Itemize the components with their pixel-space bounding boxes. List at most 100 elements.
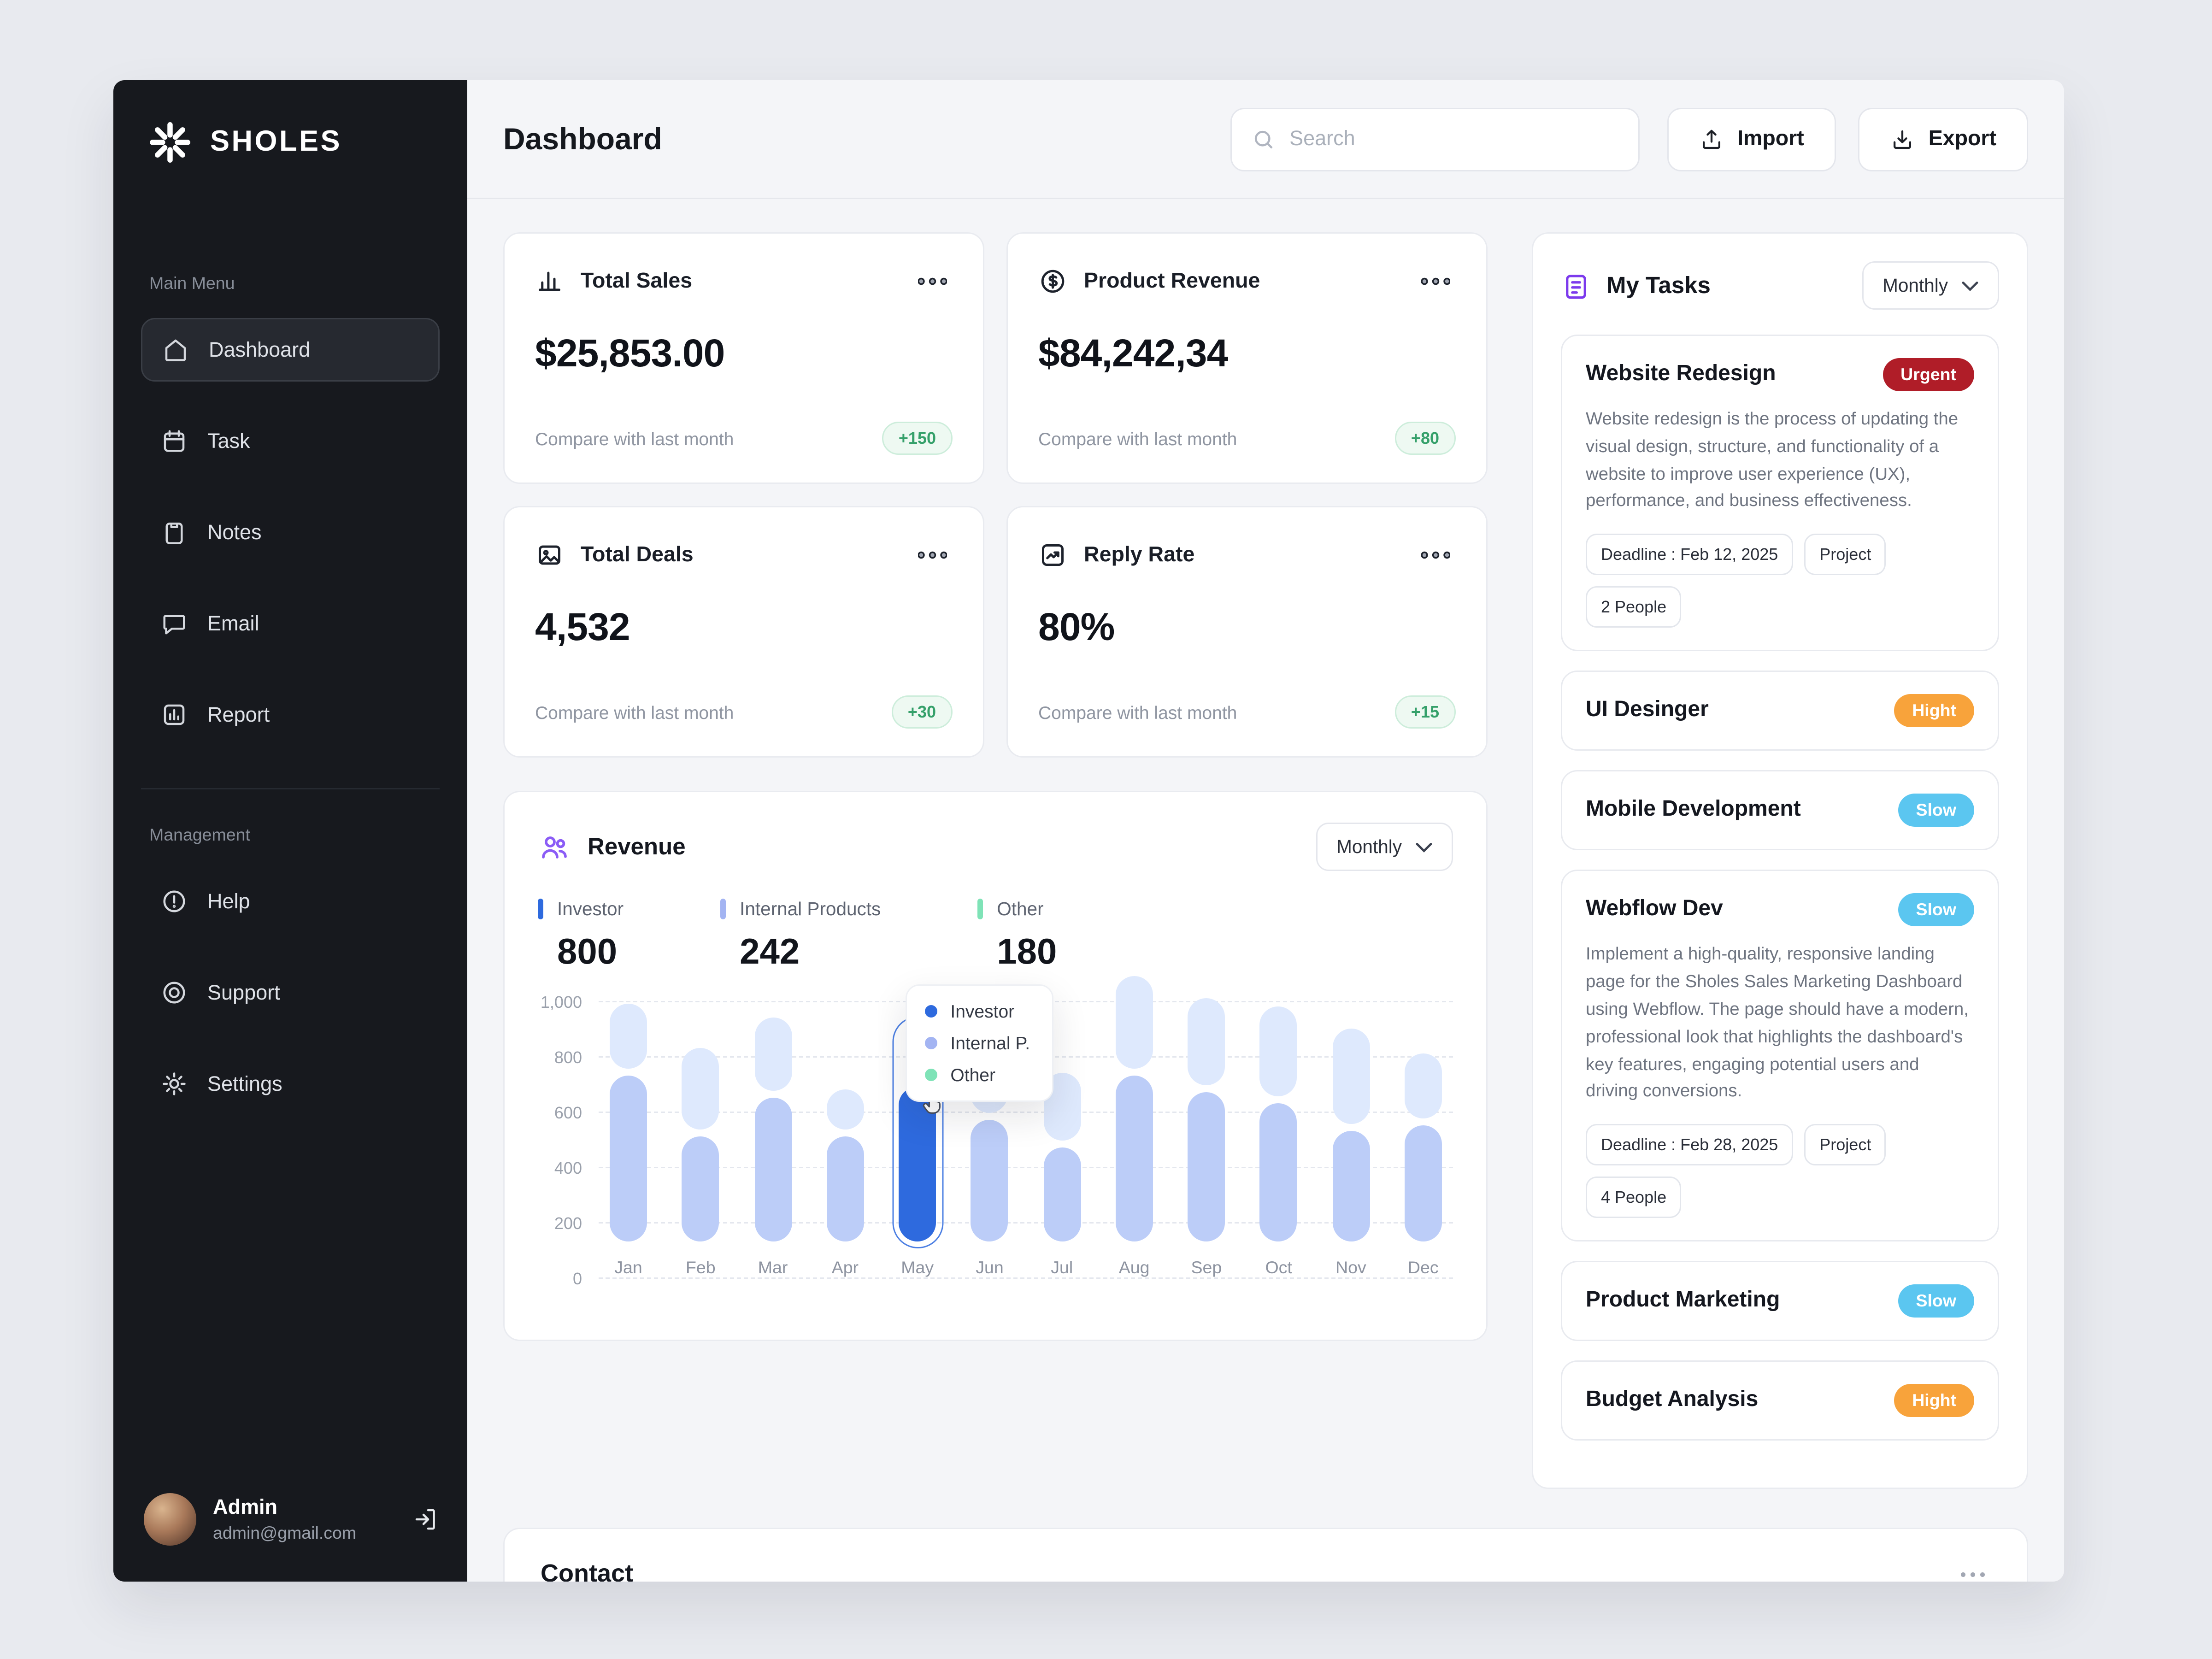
gridline: [599, 1112, 1453, 1113]
search-icon: [1254, 130, 1272, 148]
bar-segment-base: [826, 1136, 864, 1241]
legend-marker: [720, 899, 726, 919]
task-people-chip: 2 People: [1586, 586, 1682, 628]
logout-icon: [415, 1509, 435, 1530]
stat-value: 80%: [1038, 606, 1115, 648]
sidebar-item-help[interactable]: Help: [141, 870, 440, 933]
bar-segment-upper: [1188, 998, 1225, 1085]
more-options-button[interactable]: [912, 261, 953, 301]
bar-segment-base: [754, 1098, 792, 1241]
revenue-chart: 1,000 800 600 400 200 0 Jan Feb Mar Apr May Jun Jul…: [538, 976, 1453, 1327]
sidebar-item-label: Report: [207, 703, 270, 727]
task-title: UI Desinger: [1586, 698, 1709, 722]
stat-value: $84,242,34: [1038, 332, 1228, 375]
legend-value: 800: [557, 930, 618, 972]
people-icon: [542, 835, 567, 858]
task-description: Implement a high-quality, responsive lan…: [1586, 943, 1969, 1101]
revenue-title: Revenue: [588, 833, 686, 859]
task-deadline-chip: Deadline : Feb 28, 2025: [1586, 1124, 1794, 1166]
search-box[interactable]: [1230, 107, 1640, 171]
stat-title: Product Revenue: [1084, 269, 1260, 293]
more-options-button[interactable]: [1416, 535, 1456, 575]
sidebar-item-report[interactable]: Report: [141, 683, 440, 747]
task-priority-badge: Hight: [1894, 694, 1974, 728]
bar-aug[interactable]: Aug: [1115, 976, 1153, 1277]
user-profile: Admin admin@gmail.com: [141, 1493, 440, 1546]
sidebar-item-settings[interactable]: Settings: [141, 1052, 440, 1116]
search-input[interactable]: [1289, 127, 1619, 151]
bar-may[interactable]: May: [892, 1001, 943, 1277]
sidebar-item-label: Dashboard: [209, 338, 311, 362]
main-area: Dashboard Import Export: [467, 80, 2064, 1582]
chart-tooltip: Investor Internal P. Other: [906, 984, 1054, 1102]
task-card-mobile-development[interactable]: Mobile Development Slow: [1561, 770, 1999, 851]
user-name: Admin: [213, 1496, 278, 1519]
more-options-button[interactable]: [912, 535, 953, 575]
bar-segment-upper: [682, 1048, 719, 1130]
my-tasks-title: My Tasks: [1606, 271, 1711, 298]
bar-feb[interactable]: Feb: [682, 1001, 719, 1277]
stat-compare-label: Compare with last month: [535, 701, 734, 723]
month-label: Sep: [1191, 1258, 1222, 1277]
bar-segment-base: [682, 1136, 719, 1241]
export-button[interactable]: Export: [1858, 107, 2028, 171]
bar-dec[interactable]: Dec: [1404, 1001, 1442, 1277]
gear-icon: [163, 1072, 186, 1095]
sidebar-item-dashboard[interactable]: Dashboard: [141, 318, 440, 382]
more-options-button[interactable]: [1416, 261, 1456, 301]
legend-label: Investor: [557, 899, 624, 919]
task-type-chip: Project: [1804, 1124, 1887, 1166]
task-card-product-marketing[interactable]: Product Marketing Slow: [1561, 1261, 1999, 1341]
stat-card-product-revenue: Product Revenue $84,242,34 Compare with …: [1006, 232, 1488, 484]
y-tick-label: 200: [554, 1214, 582, 1233]
stat-title: Total Sales: [581, 269, 693, 293]
more-options-button[interactable]: [1955, 1566, 1991, 1582]
revenue-legend: Investor 800 Internal Products 242 Other…: [538, 899, 1453, 973]
legend-item-investor: Investor 800: [538, 899, 624, 973]
month-label: Apr: [831, 1258, 859, 1277]
revenue-card: Revenue Monthly Investor 800: [503, 791, 1488, 1341]
sidebar-divider: [141, 788, 440, 789]
task-card-webflow-dev[interactable]: Webflow Dev Slow Implement a high-qualit…: [1561, 870, 1999, 1242]
app-window: SHOLES Main Menu Dashboard Task Notes Em…: [113, 80, 2064, 1582]
dollar-circle-icon: [1041, 270, 1065, 293]
bar-apr[interactable]: Apr: [826, 1001, 864, 1277]
bar-segment-upper: [1115, 976, 1153, 1069]
sidebar-item-label: Help: [207, 889, 250, 913]
task-priority-badge: Hight: [1894, 1384, 1974, 1418]
bar-oct[interactable]: Oct: [1260, 1001, 1298, 1277]
clipboard-icon: [165, 523, 183, 544]
legend-item-internal-products: Internal Products 242: [720, 899, 881, 973]
import-button[interactable]: Import: [1667, 107, 1836, 171]
sidebar-item-label: Settings: [207, 1072, 282, 1096]
bar-segment-base: [610, 1076, 647, 1241]
stat-compare-label: Compare with last month: [1038, 701, 1237, 723]
gridline: [599, 1222, 1453, 1224]
sidebar-item-support[interactable]: Support: [141, 961, 440, 1024]
legend-marker: [977, 899, 983, 919]
sidebar-item-task[interactable]: Task: [141, 409, 440, 473]
legend-marker: [538, 899, 543, 919]
sidebar-item-email[interactable]: Email: [141, 592, 440, 655]
upload-icon: [1702, 129, 1720, 148]
task-card-ui-designer[interactable]: UI Desinger Hight: [1561, 671, 1999, 751]
bar-jul[interactable]: Jul: [1043, 1001, 1081, 1277]
bar-segment-upper: [1332, 1029, 1370, 1124]
contact-card: Contact Name Role Level Status Date Join…: [503, 1528, 2028, 1582]
task-card-budget-analysis[interactable]: Budget Analysis Hight: [1561, 1360, 1999, 1441]
bar-segment-upper: [754, 1018, 792, 1091]
tasks-period-select[interactable]: Monthly: [1862, 261, 1999, 310]
tooltip-dot: [925, 1069, 938, 1081]
bar-mar[interactable]: Mar: [754, 1001, 792, 1277]
bar-jan[interactable]: Jan: [610, 1001, 647, 1277]
bar-nov[interactable]: Nov: [1332, 1001, 1370, 1277]
revenue-period-value: Monthly: [1336, 836, 1402, 857]
task-people-chip: 4 People: [1586, 1177, 1682, 1218]
bar-sep[interactable]: Sep: [1188, 998, 1225, 1277]
revenue-period-select[interactable]: Monthly: [1316, 823, 1453, 871]
sidebar-item-label: Email: [207, 612, 259, 635]
logout-button[interactable]: [412, 1506, 440, 1533]
task-card-website-redesign[interactable]: Website Redesign Urgent Website redesign…: [1561, 335, 1999, 652]
sidebar-item-notes[interactable]: Notes: [141, 500, 440, 564]
calendar-icon: [164, 430, 185, 452]
